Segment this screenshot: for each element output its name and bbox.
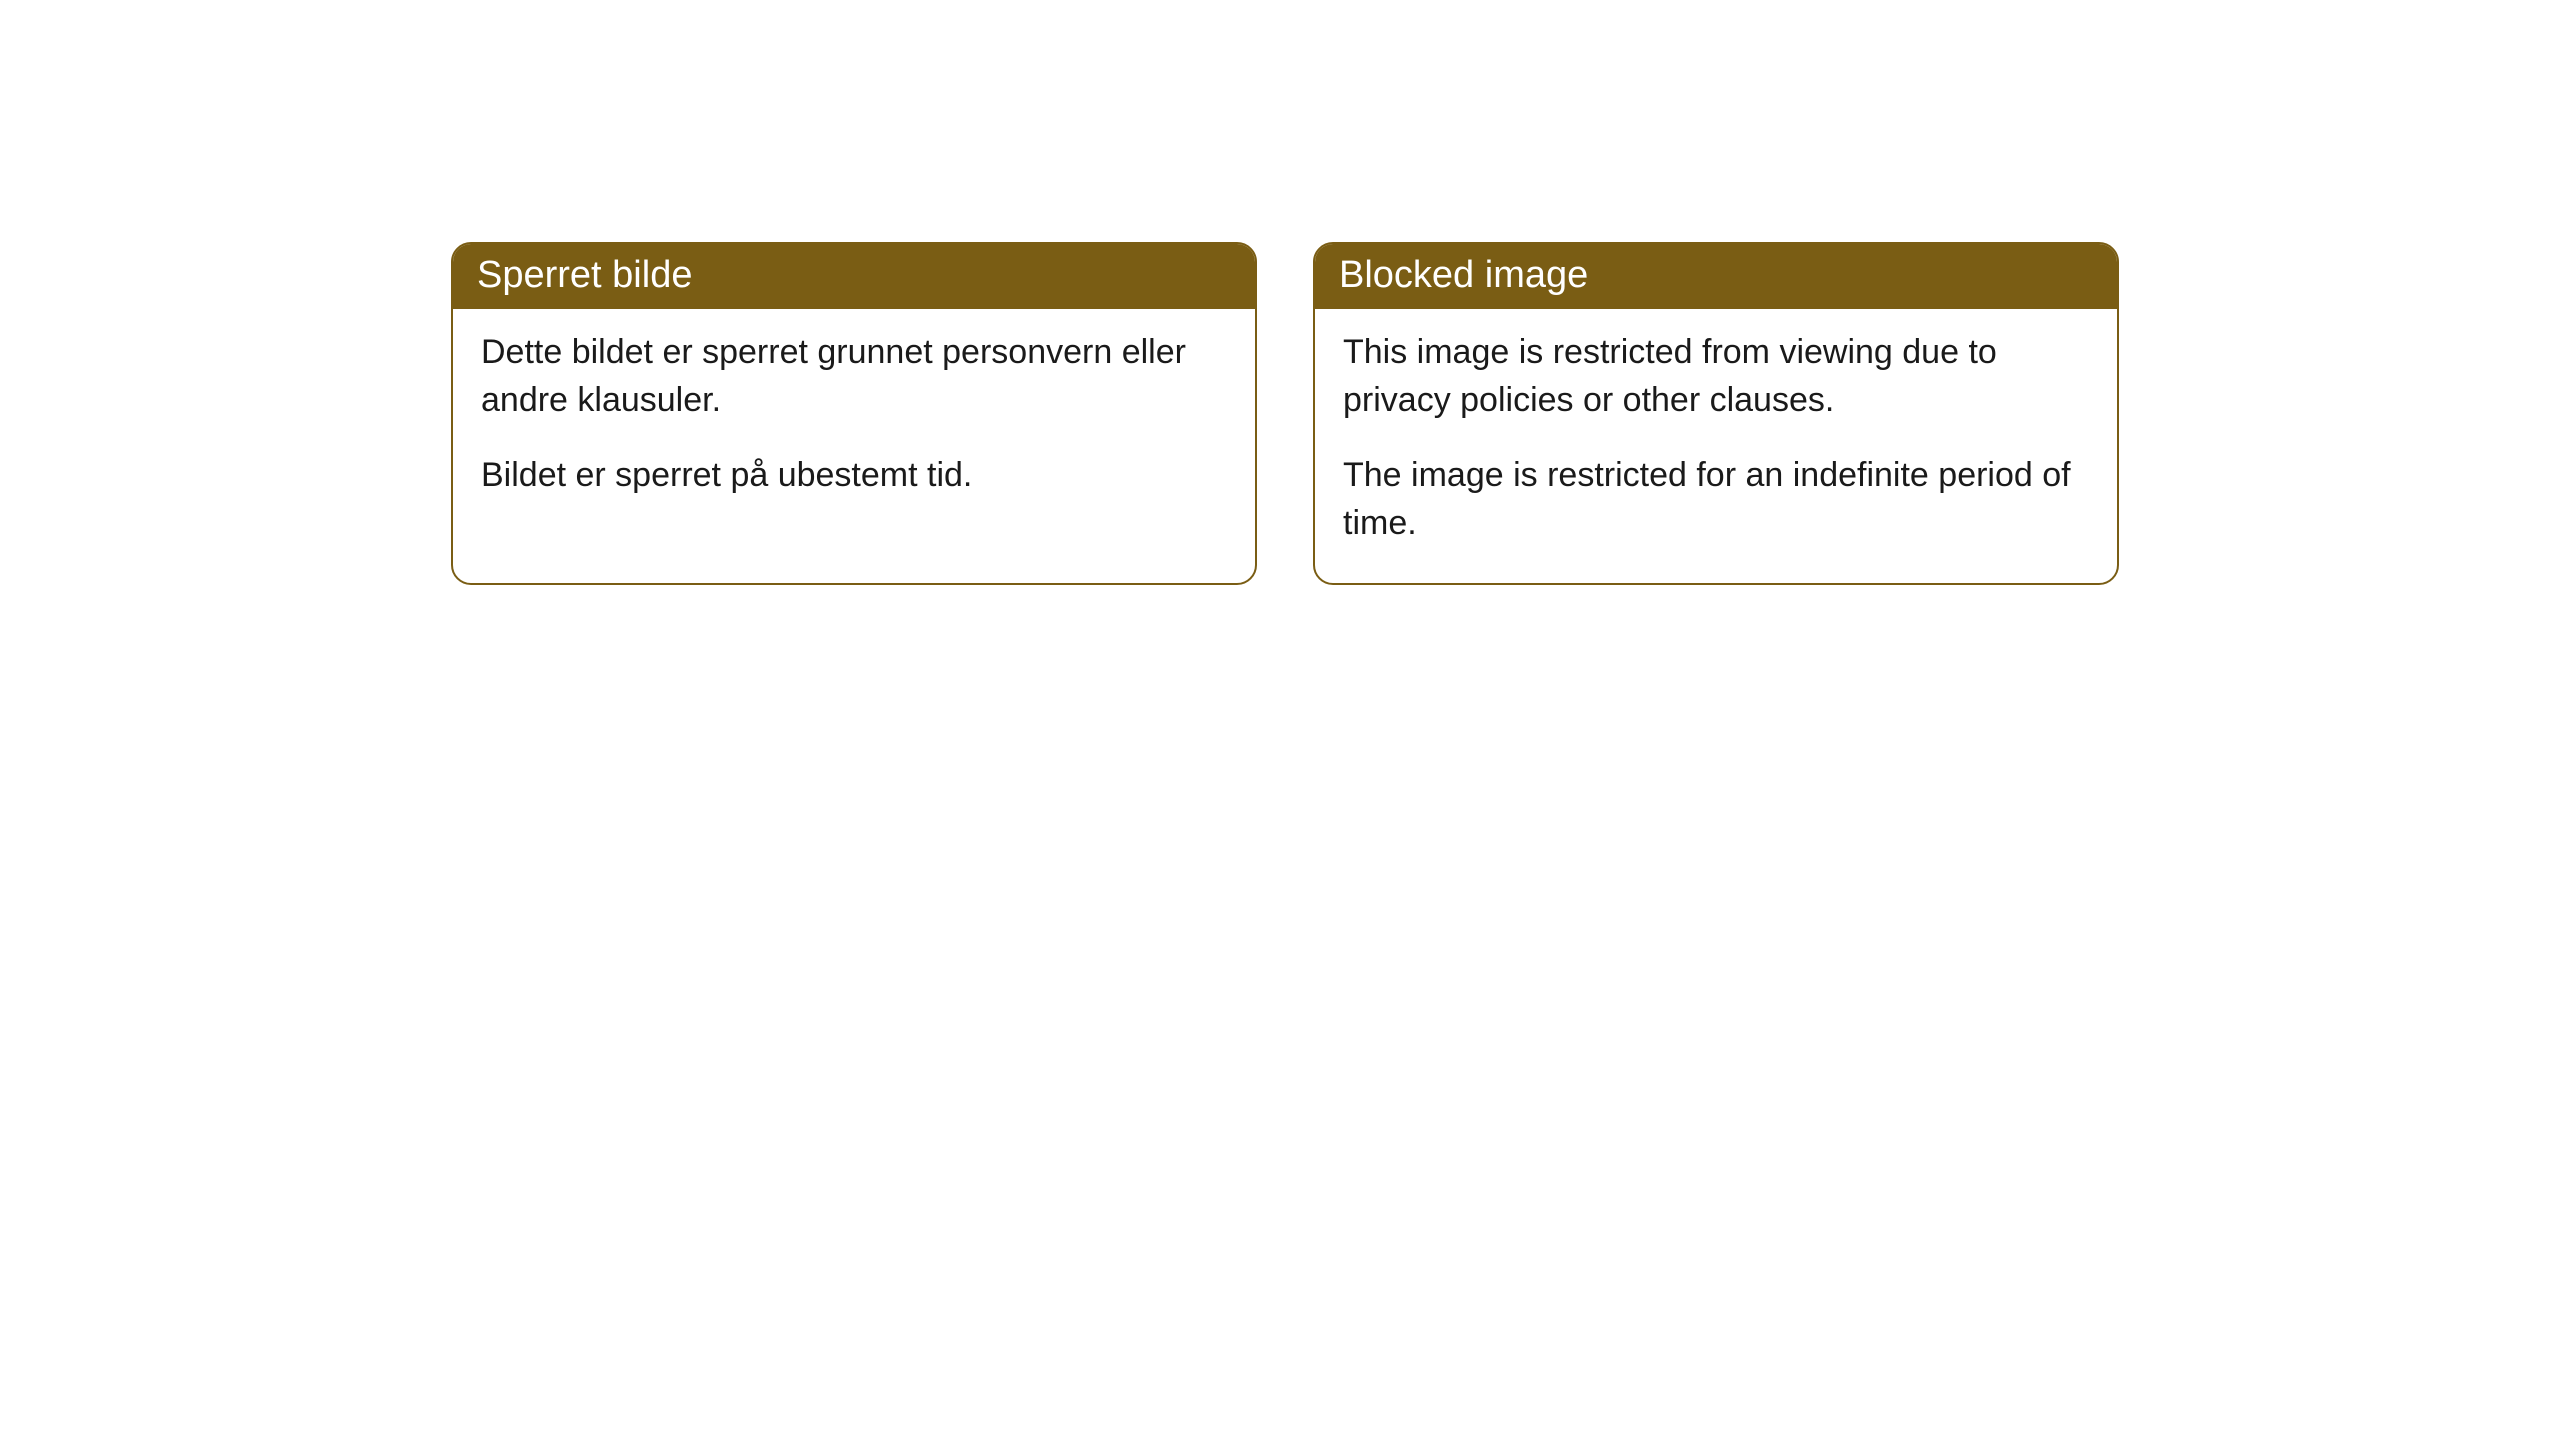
blocked-image-card-english: Blocked image This image is restricted f… (1313, 242, 2119, 585)
card-paragraph: Dette bildet er sperret grunnet personve… (481, 329, 1227, 424)
card-paragraph: The image is restricted for an indefinit… (1343, 452, 2089, 547)
card-paragraph: This image is restricted from viewing du… (1343, 329, 2089, 424)
card-paragraph: Bildet er sperret på ubestemt tid. (481, 452, 1227, 500)
card-body: This image is restricted from viewing du… (1315, 309, 2117, 583)
notice-cards-container: Sperret bilde Dette bildet er sperret gr… (451, 242, 2560, 585)
card-title: Sperret bilde (453, 244, 1255, 309)
blocked-image-card-norwegian: Sperret bilde Dette bildet er sperret gr… (451, 242, 1257, 585)
card-title: Blocked image (1315, 244, 2117, 309)
card-body: Dette bildet er sperret grunnet personve… (453, 309, 1255, 536)
